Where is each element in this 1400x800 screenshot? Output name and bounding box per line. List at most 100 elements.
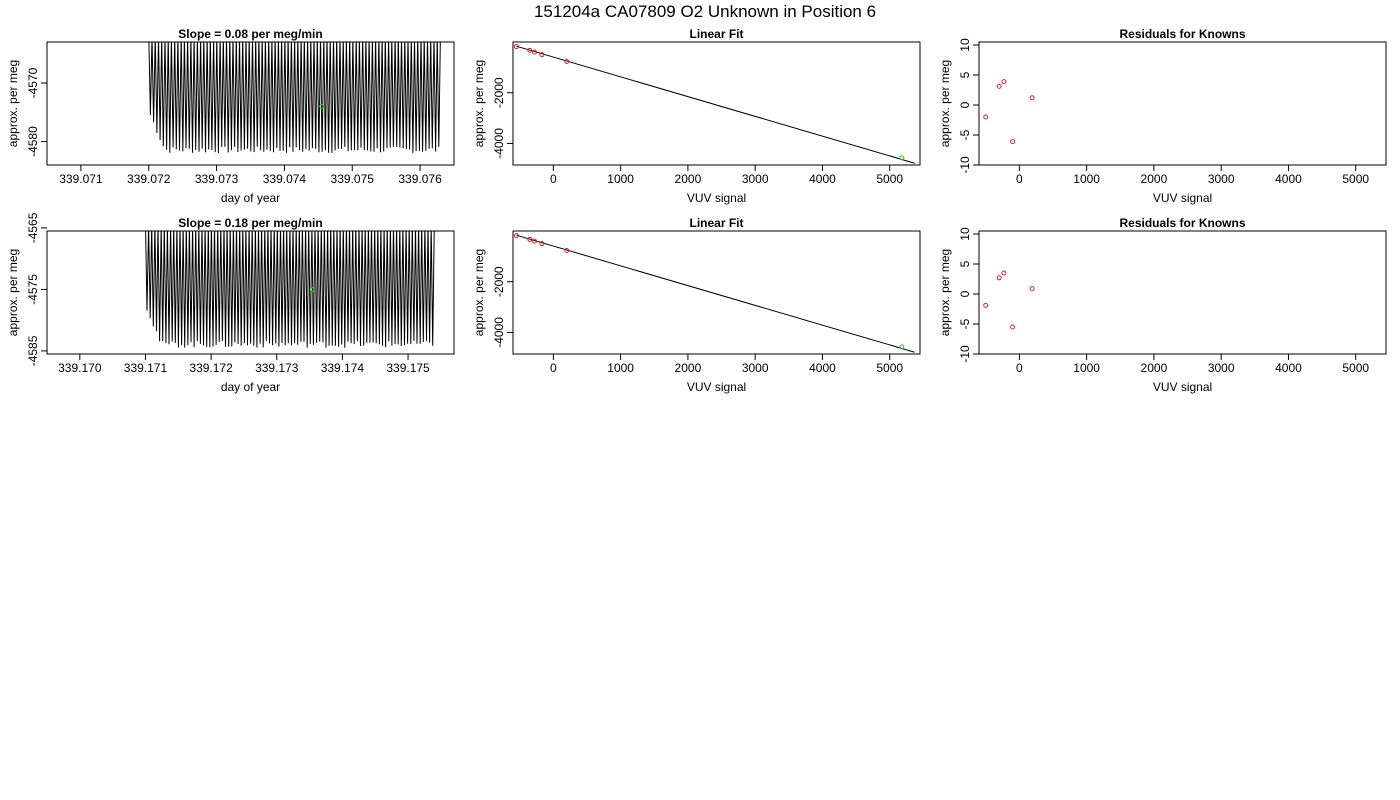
x-tick-label: 4000 — [809, 361, 836, 375]
y-tick-label: 5 — [958, 71, 972, 78]
signal-trace — [148, 42, 441, 154]
known-point — [539, 52, 545, 58]
y-tick-label: -4000 — [492, 317, 506, 348]
plot-frame — [512, 41, 921, 166]
known-point — [996, 83, 1002, 89]
y-axis-label: approx. per meg — [6, 60, 20, 147]
known-point — [564, 248, 570, 254]
x-tick-label: 3000 — [1208, 361, 1235, 375]
x-tick-label: 339.073 — [195, 172, 239, 186]
data-layer — [983, 270, 1035, 330]
y-tick-label: 10 — [958, 38, 972, 52]
data-layer — [513, 44, 915, 164]
x-tick-label: 339.072 — [127, 172, 171, 186]
known-point — [1001, 79, 1007, 85]
x-tick-label: 4000 — [1275, 361, 1302, 375]
unknown-point — [899, 344, 905, 350]
y-tick-label: -2000 — [492, 266, 506, 297]
x-axis-label: VUV signal — [1153, 380, 1212, 394]
known-point — [1010, 324, 1016, 330]
plot-frame — [978, 41, 1387, 166]
known-point — [564, 59, 570, 65]
x-tick-label: 1000 — [1073, 361, 1100, 375]
known-point — [1010, 139, 1016, 145]
panel-title: Slope = 0.08 per meg/min — [178, 27, 322, 41]
figure-title: 151204a CA07809 O2 Unknown in Position 6 — [534, 2, 876, 21]
x-tick-label: 3000 — [742, 172, 769, 186]
x-axis-label: VUV signal — [687, 191, 746, 205]
x-axis-label: day of year — [221, 191, 280, 205]
y-tick-label: -10 — [958, 345, 972, 363]
plot-frame — [978, 230, 1387, 355]
panel-title: Residuals for Knowns — [1119, 27, 1245, 41]
x-tick-label: 1000 — [607, 172, 634, 186]
x-axis-label: VUV signal — [687, 380, 746, 394]
x-tick-label: 339.174 — [321, 361, 365, 375]
data-layer — [513, 233, 915, 353]
x-tick-label: 1000 — [607, 361, 634, 375]
unknown-marker — [319, 103, 325, 109]
panel-title: Slope = 0.18 per meg/min — [178, 216, 322, 230]
x-tick-label: 339.074 — [263, 172, 307, 186]
plot-frame — [46, 41, 455, 166]
x-tick-label: 2000 — [1141, 361, 1168, 375]
known-point — [539, 241, 545, 247]
x-tick-label: 5000 — [876, 172, 903, 186]
known-point — [532, 238, 538, 244]
x-tick-label: 4000 — [1275, 172, 1302, 186]
y-axis-label: approx. per meg — [472, 249, 486, 336]
fit-line — [516, 45, 915, 164]
y-tick-label: 0 — [958, 290, 972, 297]
panel-title: Linear Fit — [689, 216, 743, 230]
y-tick-label: 10 — [958, 227, 972, 241]
signal-trace — [145, 231, 435, 348]
panel-4: Slope = 0.18 per meg/min 339.170 339.171 33… — [6, 212, 455, 394]
panel-2: Linear Fit 0 1000 2000 3000 4000 5000 -2000 -400… — [472, 27, 921, 205]
known-point — [527, 236, 533, 242]
x-tick-label: 0 — [1016, 361, 1023, 375]
x-tick-label: 339.170 — [58, 361, 102, 375]
x-tick-label: 339.173 — [255, 361, 299, 375]
panel-6: Residuals for Knowns 0 1000 2000 3000 4000 500… — [938, 216, 1387, 394]
known-point — [513, 233, 519, 239]
x-tick-label: 1000 — [1073, 172, 1100, 186]
x-tick-label: 5000 — [1342, 172, 1369, 186]
x-tick-label: 3000 — [742, 361, 769, 375]
known-point — [983, 114, 989, 120]
data-layer — [983, 79, 1035, 145]
y-tick-label: 5 — [958, 260, 972, 267]
y-tick-label: -4580 — [26, 126, 40, 157]
x-tick-label: 339.175 — [386, 361, 430, 375]
x-tick-label: 5000 — [876, 361, 903, 375]
y-tick-label: -5 — [958, 129, 972, 140]
y-axis-label: approx. per meg — [6, 249, 20, 336]
panel-title: Residuals for Knowns — [1119, 216, 1245, 230]
panel-title: Linear Fit — [689, 27, 743, 41]
y-tick-label: -4000 — [492, 128, 506, 159]
y-tick-label: -4565 — [26, 212, 40, 243]
x-tick-label: 339.076 — [398, 172, 442, 186]
data-layer — [145, 231, 435, 348]
y-axis-label: approx. per meg — [938, 60, 952, 147]
y-axis-label: approx. per meg — [938, 249, 952, 336]
y-tick-label: -5 — [958, 318, 972, 329]
known-point — [513, 44, 519, 50]
y-tick-label: -4575 — [26, 274, 40, 305]
unknown-marker — [310, 286, 316, 292]
plot-frame — [512, 230, 921, 355]
x-tick-label: 339.075 — [331, 172, 375, 186]
panels-group: Slope = 0.08 per meg/min 339.071 339.072 33… — [6, 27, 1387, 394]
x-tick-label: 4000 — [809, 172, 836, 186]
y-tick-label: -4585 — [26, 335, 40, 366]
known-point — [1029, 286, 1035, 292]
x-tick-label: 2000 — [1141, 172, 1168, 186]
y-tick-label: -4570 — [26, 67, 40, 98]
unknown-point — [899, 155, 905, 161]
x-tick-label: 2000 — [675, 172, 702, 186]
panel-5: Linear Fit 0 1000 2000 3000 4000 5000 -2000 -400… — [472, 216, 921, 394]
data-layer — [148, 42, 441, 154]
panel-1: Slope = 0.08 per meg/min 339.071 339.072 33… — [6, 27, 455, 205]
x-tick-label: 2000 — [675, 361, 702, 375]
panel-3: Residuals for Knowns 0 1000 2000 3000 4000 500… — [938, 27, 1387, 205]
